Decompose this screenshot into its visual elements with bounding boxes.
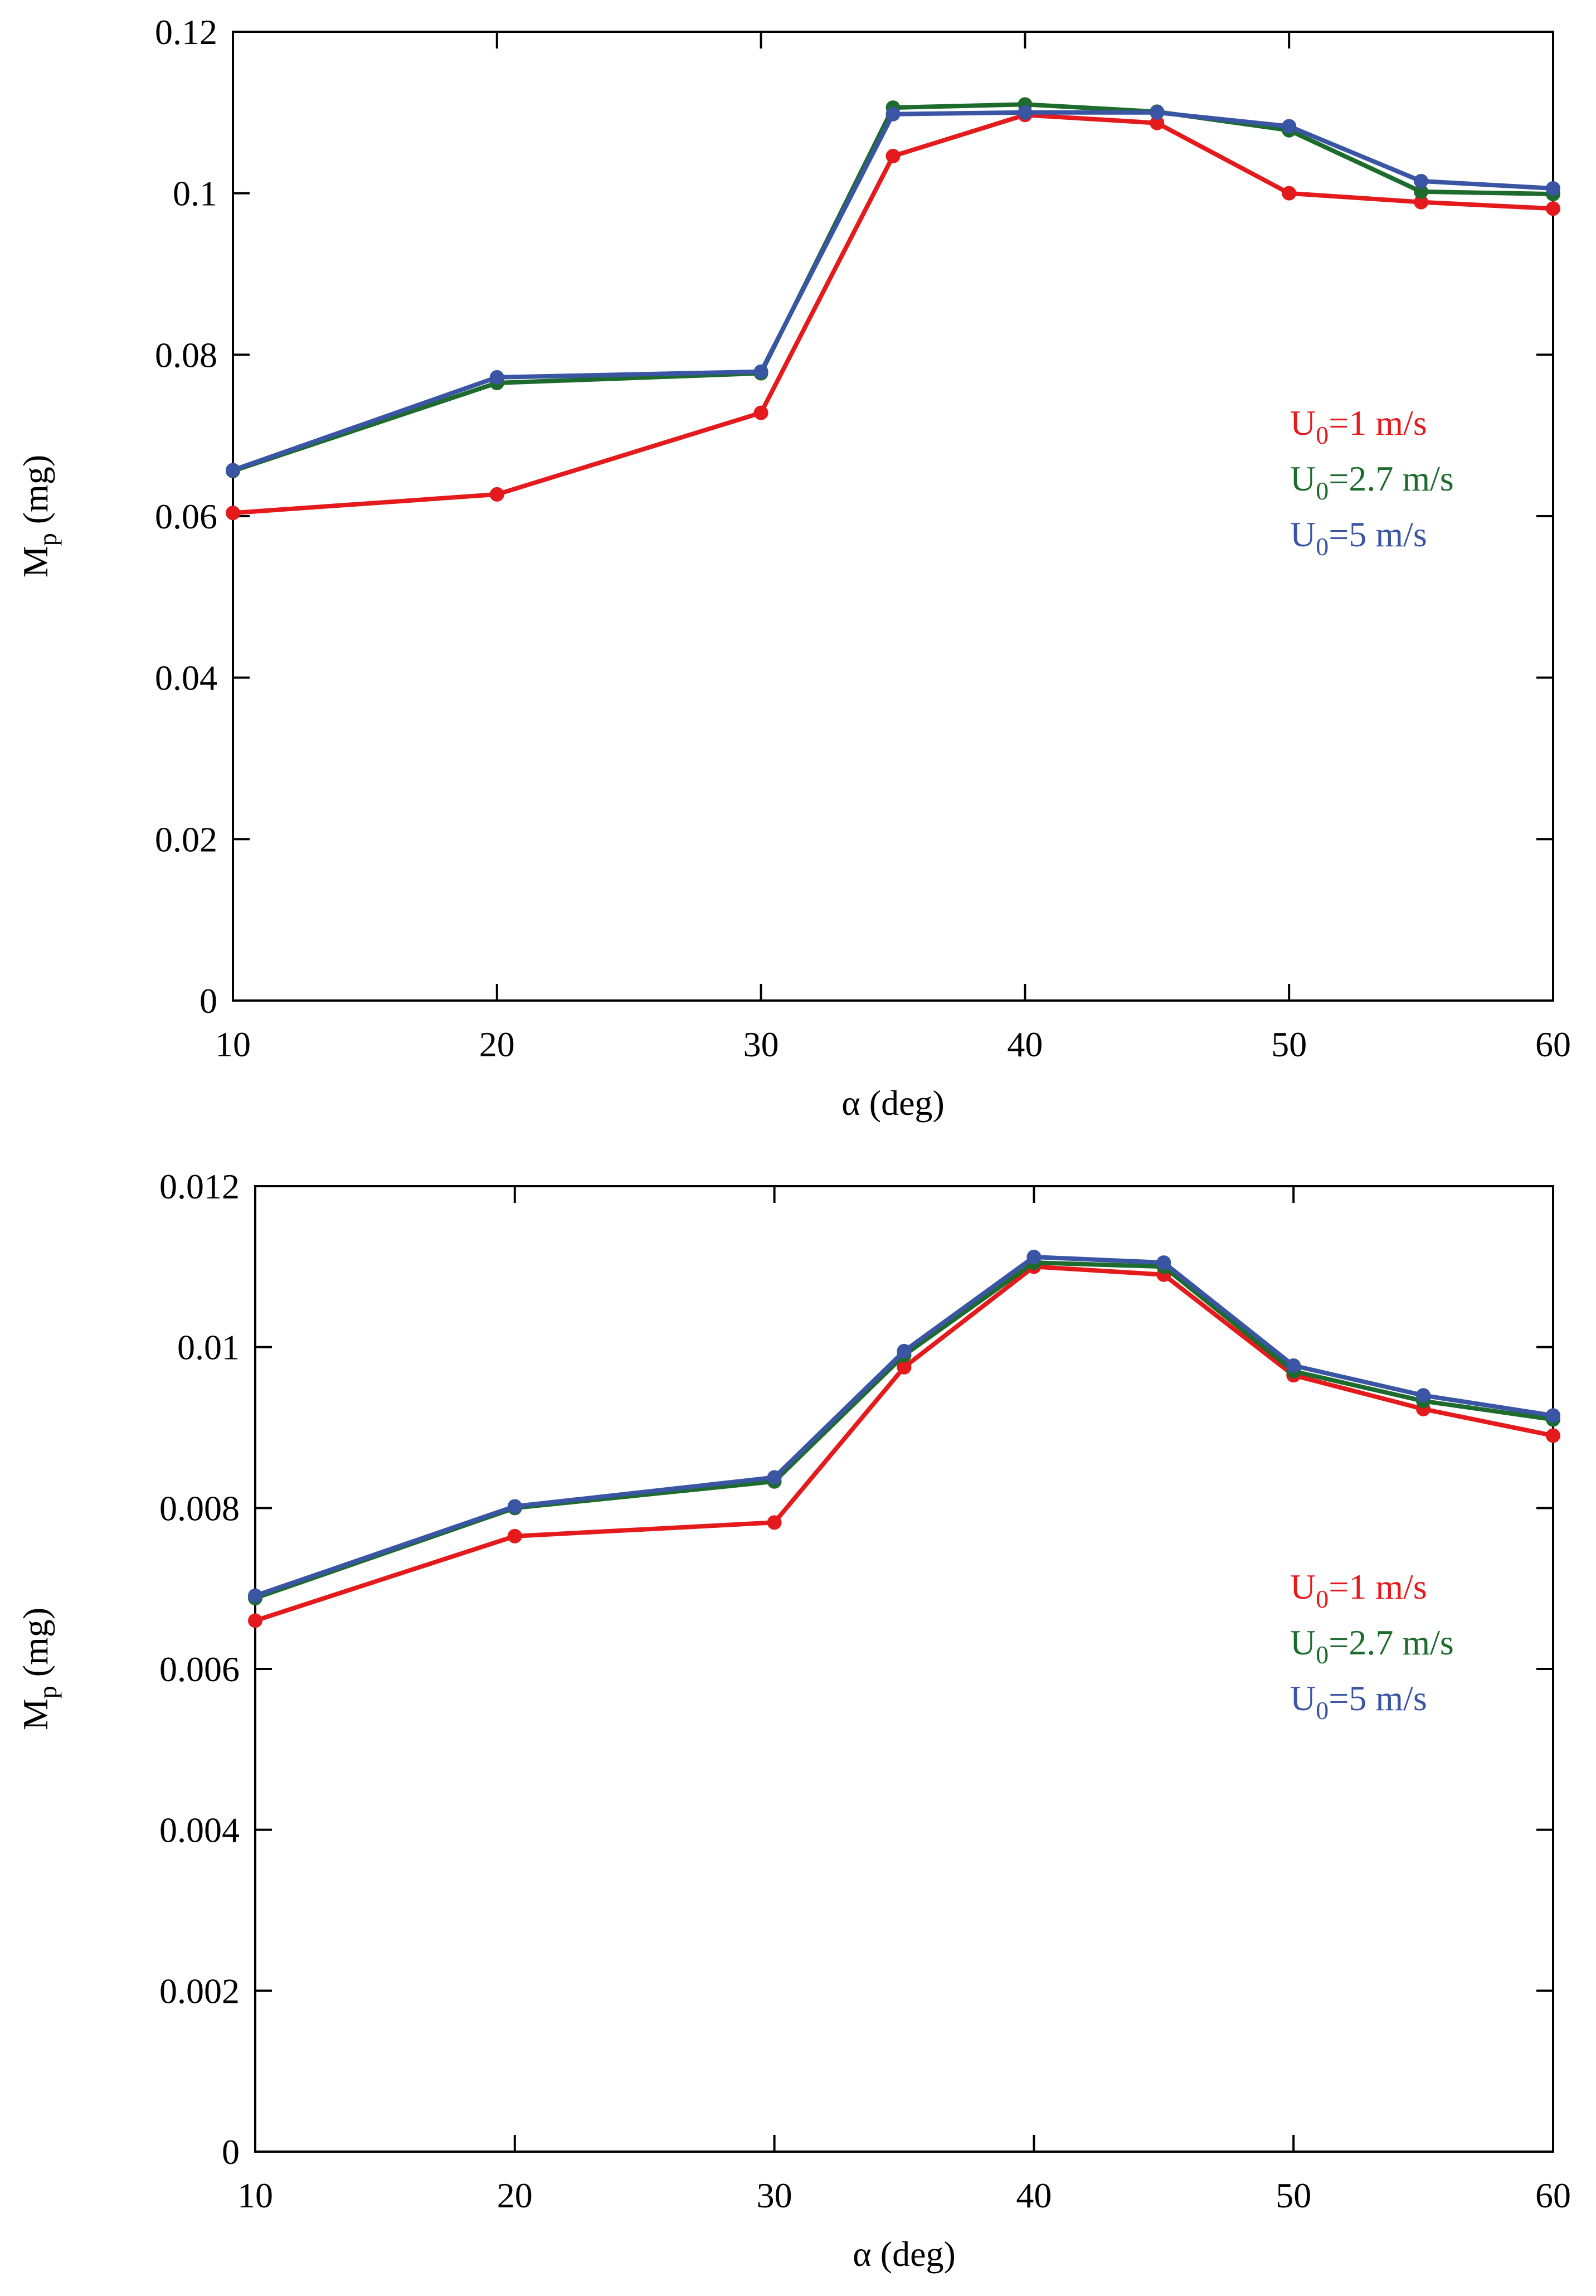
data-point (1150, 105, 1165, 120)
data-point (1546, 1408, 1560, 1423)
data-point (885, 149, 901, 164)
x-axis-label: α (deg) (853, 2234, 956, 2274)
y-tick-label: 0.012 (159, 1167, 240, 1206)
x-tick-label: 10 (237, 2176, 273, 2215)
data-point (248, 1613, 262, 1628)
x-tick-label: 60 (1535, 2176, 1571, 2215)
data-point (1018, 105, 1033, 120)
x-tick-label: 30 (757, 2176, 792, 2215)
data-point (897, 1343, 912, 1358)
series-2 (248, 1255, 1560, 1605)
x-tick-label: 40 (1016, 2176, 1052, 2215)
data-point (248, 1588, 262, 1603)
data-point (507, 1499, 522, 1514)
data-point (753, 364, 768, 379)
data-point (1026, 1250, 1042, 1265)
y-axis-label: Mp (mg) (16, 1608, 62, 1730)
data-point (1416, 1388, 1431, 1403)
data-point (1282, 186, 1297, 201)
x-tick-label: 60 (1535, 1025, 1571, 1064)
y-tick-label: 0.004 (159, 1810, 240, 1850)
y-tick-label: 0.01 (177, 1328, 240, 1367)
y-tick-label: 0.12 (155, 12, 217, 52)
data-point (767, 1515, 782, 1530)
y-tick-label: 0.06 (155, 497, 217, 536)
data-point (226, 506, 240, 521)
legend-entry: U0=1 m/s (1290, 403, 1427, 449)
x-axis-label: α (deg) (841, 1083, 945, 1123)
series-3 (248, 1250, 1560, 1603)
x-tick-label: 10 (215, 1025, 251, 1064)
legend-entry: U0=5 m/s (1290, 514, 1427, 561)
data-point (1546, 201, 1560, 216)
data-point (885, 106, 901, 122)
legend-entry: U0=2.7 m/s (1290, 459, 1454, 505)
y-axis-label: Mp (mg) (16, 455, 62, 577)
series-line (232, 113, 1554, 516)
chart-panel-2: 10 20 30 40 50 60 0 0.002 0.004 0.006 0.008 0.01 0.0… (16, 1167, 1571, 2274)
x-tick-label: 20 (497, 2176, 533, 2215)
x-tick-label: 40 (1007, 1025, 1043, 1064)
y-tick-label: 0.008 (159, 1488, 240, 1528)
data-point (1546, 1428, 1560, 1443)
data-point (489, 370, 504, 385)
series-line (254, 1255, 1554, 1598)
data-point (1414, 195, 1429, 210)
data-point (1282, 119, 1297, 134)
plot-frame (254, 1185, 1554, 2153)
y-tick-label: 0 (199, 981, 217, 1021)
y-tick-label: 0.002 (159, 1971, 240, 2011)
data-point (1150, 115, 1165, 130)
chart-panel-1: 10 20 30 40 50 60 0 0.02 0.04 0.06 0.08 0.1 0.12 α (d… (16, 12, 1571, 1123)
data-point (226, 463, 240, 478)
data-point (1414, 184, 1429, 199)
series-3 (226, 105, 1560, 478)
y-tick-label: 0.006 (159, 1649, 240, 1689)
data-point (897, 1360, 912, 1375)
y-tick-label: 0.08 (155, 335, 217, 375)
x-tick-label: 20 (479, 1025, 515, 1064)
legend-entry: U0=1 m/s (1290, 1567, 1427, 1613)
data-point (489, 487, 504, 502)
legend-entry: U0=5 m/s (1290, 1678, 1427, 1725)
series-line (254, 1260, 1554, 1600)
data-point (753, 405, 768, 420)
y-tick-label: 0 (222, 2132, 240, 2172)
data-point (767, 1470, 782, 1485)
x-tick-label: 50 (1276, 2176, 1311, 2215)
data-point (1156, 1255, 1171, 1270)
data-point (1414, 173, 1429, 188)
y-tick-label: 0.02 (155, 819, 217, 859)
y-tick-label: 0.04 (155, 658, 217, 698)
x-tick-label: 30 (743, 1025, 779, 1064)
data-point (507, 1528, 522, 1543)
legend-entry: U0=2.7 m/s (1290, 1623, 1454, 1669)
y-tick-label: 0.1 (173, 174, 217, 213)
x-tick-label: 50 (1271, 1025, 1307, 1064)
data-point (1286, 1358, 1301, 1373)
data-point (1546, 181, 1560, 196)
